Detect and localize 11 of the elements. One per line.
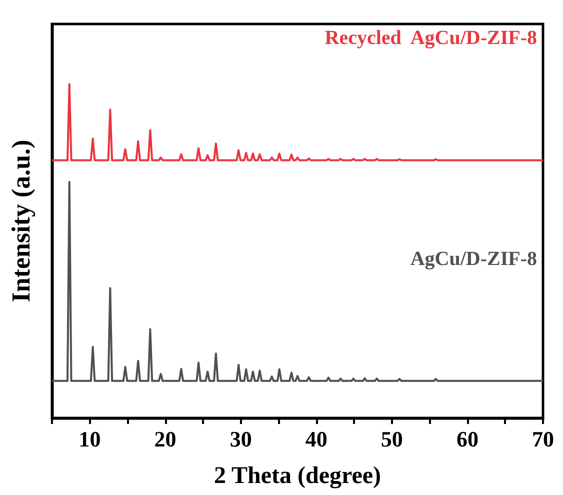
x-tick-label: 60: [456, 426, 478, 452]
y-axis-title: Intensity (a.u.): [6, 140, 36, 302]
x-tick-label: 20: [154, 426, 176, 452]
x-tick-label: 50: [380, 426, 403, 452]
x-tick-label: 30: [230, 426, 252, 452]
text: AgCu/D-ZIF-8: [410, 248, 537, 270]
text: Recycled AgCu/D-ZIF-8: [324, 27, 537, 50]
x-tick-label: 40: [305, 426, 328, 452]
x-axis-title: 2 Theta (degree): [214, 463, 382, 489]
x-tick-label: 70: [532, 426, 554, 452]
x-tick-label: 10: [78, 426, 101, 452]
